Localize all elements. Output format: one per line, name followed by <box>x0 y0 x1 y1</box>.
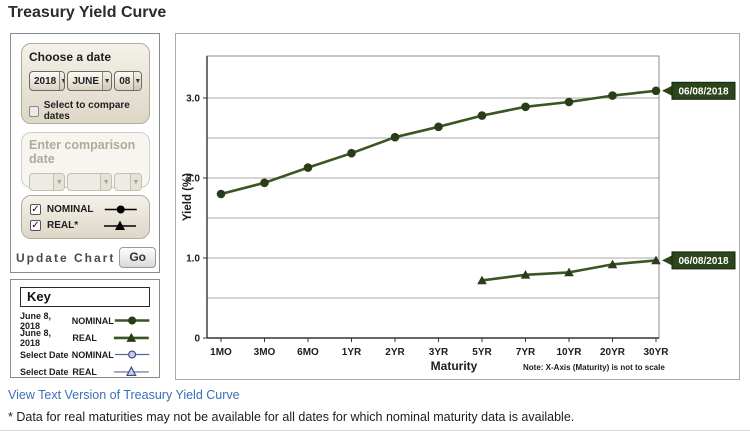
svg-text:3MO: 3MO <box>254 347 276 358</box>
compare-dates-option[interactable]: Select to compare dates <box>29 100 142 122</box>
chart-canvas: 0 1.0 2.0 3.0 1MO 3MO 6MO 1YR 2YR 3YR 5YR 7YR 10YR 20… <box>186 55 736 358</box>
svg-text:20YR: 20YR <box>600 347 626 358</box>
chevron-down-icon: ▼ <box>102 72 112 90</box>
comparison-date-title: Enter comparison date <box>29 138 136 166</box>
svg-text:10YR: 10YR <box>556 347 582 358</box>
x-axis-label: Maturity <box>430 359 478 373</box>
svg-text:2.0: 2.0 <box>186 174 200 185</box>
real-data-footnote: * Data for real maturities may not be av… <box>8 410 575 424</box>
chevron-down-icon: ▼ <box>100 174 112 190</box>
real-inactive-marker-icon <box>114 365 150 376</box>
day-select[interactable]: 08 ▼ <box>114 71 142 91</box>
svg-text:3YR: 3YR <box>429 347 449 358</box>
svg-text:1YR: 1YR <box>342 347 362 358</box>
date-selects-row: 2018 ▼ JUNE ▼ 08 ▼ <box>29 71 142 91</box>
key-series-label: REAL <box>72 332 97 343</box>
nominal-inactive-marker-icon <box>114 350 150 359</box>
nominal-toggle-row: ✓ NOMINAL <box>30 201 141 217</box>
month-select[interactable]: JUNE ▼ <box>67 71 113 91</box>
text-version-link[interactable]: View Text Version of Treasury Yield Curv… <box>8 388 240 402</box>
series-toggle-panel: ✓ NOMINAL ✓ REAL* <box>21 195 150 239</box>
chevron-down-icon: ▼ <box>133 72 142 90</box>
key-row-nominal-active: June 8, 2018 NOMINAL <box>20 310 150 331</box>
comparison-date-panel: Enter comparison date ▼ ▼ ▼ <box>21 132 150 191</box>
svg-text:06/08/2018: 06/08/2018 <box>678 86 728 97</box>
key-series-label: NOMINAL <box>71 349 114 360</box>
yield-curve-chart: 0 1.0 2.0 3.0 1MO 3MO 6MO 1YR 2YR 3YR 5YR 7YR 10YR 20… <box>175 33 740 380</box>
day-select-value: 08 <box>119 76 131 87</box>
nominal-line-symbol-icon <box>104 205 137 213</box>
date-controls-panel: Choose a date 2018 ▼ JUNE ▼ 08 ▼ Select … <box>10 33 160 273</box>
svg-text:1.0: 1.0 <box>186 254 200 265</box>
update-chart-row: Update Chart Go <box>11 247 161 268</box>
go-button[interactable]: Go <box>119 247 156 268</box>
x-axis-note: Note: X-Axis (Maturity) is not to scale <box>523 363 665 372</box>
month-select-value: JUNE <box>72 76 100 87</box>
svg-text:0: 0 <box>194 334 200 345</box>
comparison-selects-row: ▼ ▼ ▼ <box>29 173 142 191</box>
nominal-checkbox[interactable]: ✓ <box>30 203 41 215</box>
key-series-label: REAL <box>72 366 97 377</box>
comparison-month-select: ▼ <box>67 173 113 191</box>
svg-text:7YR: 7YR <box>516 347 536 358</box>
nominal-active-marker-icon <box>114 316 150 325</box>
chevron-down-icon: ▼ <box>53 174 65 190</box>
compare-dates-checkbox[interactable] <box>29 105 39 117</box>
svg-text:2YR: 2YR <box>385 347 405 358</box>
key-panel: Key June 8, 2018 NOMINAL June 8, 2018 RE… <box>10 279 160 378</box>
comparison-year-select: ▼ <box>29 173 66 191</box>
real-line-symbol-icon <box>104 220 136 230</box>
year-select-value: 2018 <box>34 76 57 87</box>
chevron-down-icon: ▼ <box>130 174 141 190</box>
choose-date-panel: Choose a date 2018 ▼ JUNE ▼ 08 ▼ Select … <box>21 43 150 124</box>
chevron-down-icon: ▼ <box>59 72 65 90</box>
svg-text:06/08/2018: 06/08/2018 <box>678 256 728 267</box>
key-series-label: NOMINAL <box>71 315 114 326</box>
real-checkbox[interactable]: ✓ <box>30 219 41 231</box>
key-title: Key <box>20 287 150 307</box>
nominal-toggle-label: NOMINAL <box>46 203 94 215</box>
key-row-real-active: June 8, 2018 REAL <box>20 327 150 348</box>
key-date-label: June 8, 2018 <box>20 327 52 348</box>
real-toggle-label: REAL* <box>47 219 79 231</box>
key-date-label: Select Date <box>20 349 69 360</box>
year-select[interactable]: 2018 ▼ <box>29 71 66 91</box>
choose-date-title: Choose a date <box>29 50 112 64</box>
svg-text:30YR: 30YR <box>643 347 669 358</box>
svg-text:5YR: 5YR <box>472 347 492 358</box>
key-row-real-inactive: Select Date REAL <box>20 363 150 380</box>
key-date-label: June 8, 2018 <box>20 310 52 331</box>
bottom-divider <box>0 430 750 431</box>
real-toggle-row: ✓ REAL* <box>30 217 141 233</box>
key-date-label: Select Date <box>20 366 69 377</box>
page-title: Treasury Yield Curve <box>8 4 167 21</box>
svg-text:1MO: 1MO <box>210 347 232 358</box>
svg-text:6MO: 6MO <box>297 347 319 358</box>
real-active-marker-icon <box>114 332 150 342</box>
comparison-day-select: ▼ <box>114 173 142 191</box>
update-chart-label: Update Chart <box>15 250 116 265</box>
compare-dates-label: Select to compare dates <box>43 100 130 122</box>
svg-text:3.0: 3.0 <box>186 94 200 105</box>
y-axis-label: Yield (%) <box>182 172 194 222</box>
key-row-nominal-inactive: Select Date NOMINAL <box>20 346 150 363</box>
